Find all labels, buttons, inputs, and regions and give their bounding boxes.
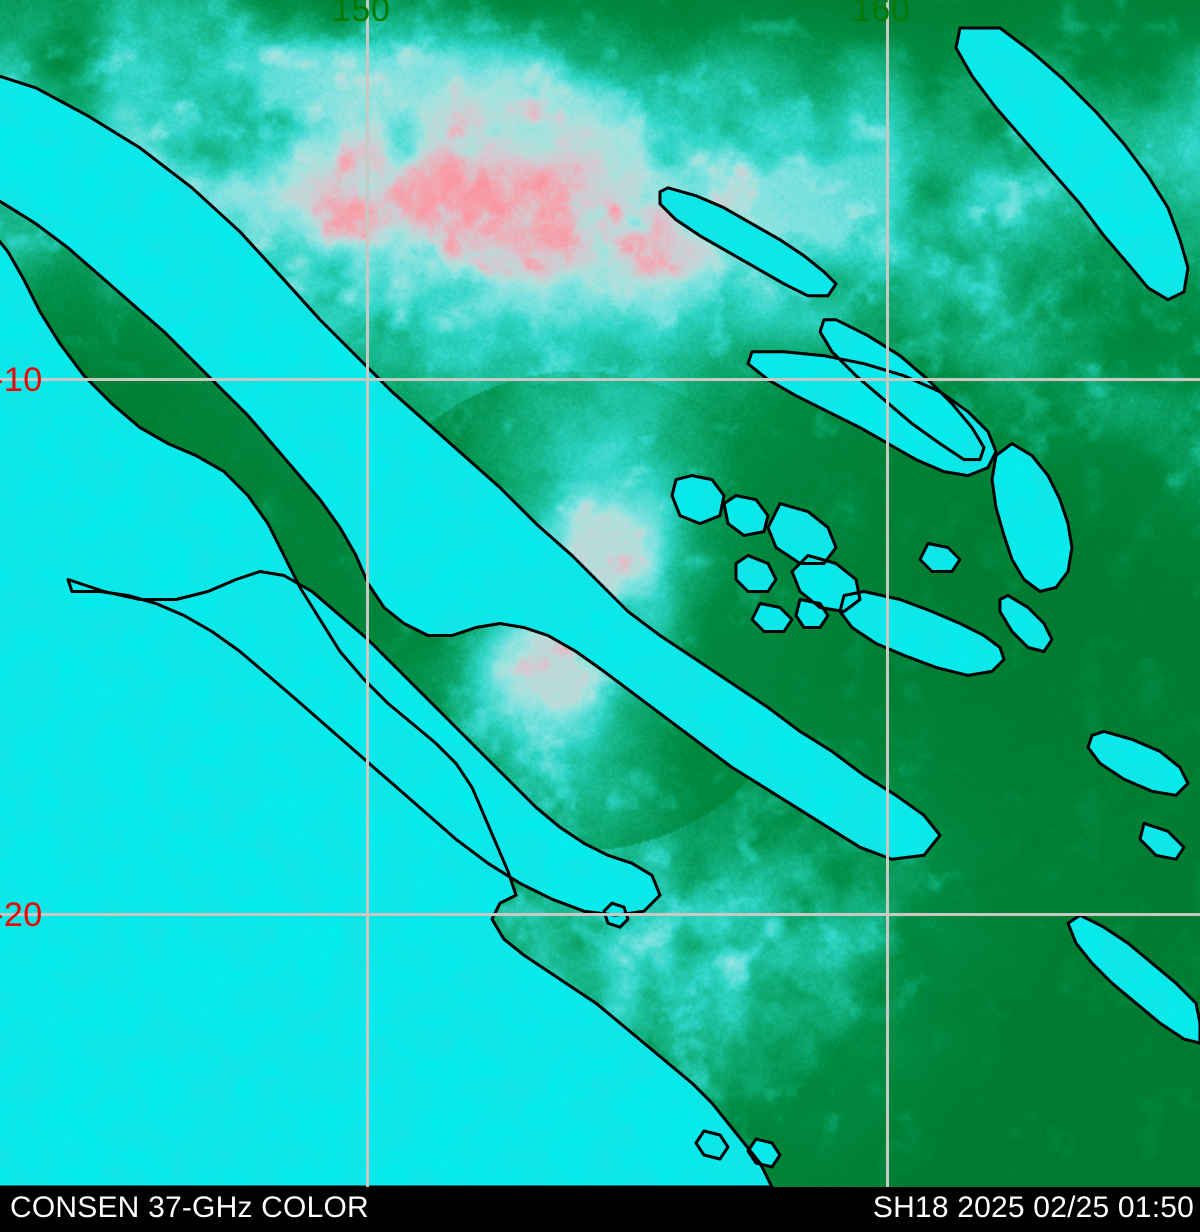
coastline-isle-b: [746, 1137, 782, 1169]
coastline-guadalcanal: [838, 590, 1006, 677]
latitude-label-minus10: -10: [0, 361, 43, 399]
coastline-new-ireland: [954, 26, 1190, 302]
caption-bar: CONSEN 37-GHz COLOR SH18 2025 02/25 01:5…: [0, 1187, 1200, 1232]
coastline-sol-b: [722, 494, 770, 537]
coastline-sol-c: [766, 502, 838, 565]
coastline-sol-a: [670, 474, 726, 526]
coastline-sol-d: [790, 554, 862, 613]
coastline-australia: [0, 239, 774, 1187]
coastline-qld-isle: [602, 901, 630, 929]
coastline-vanuatu-s: [1138, 821, 1186, 861]
longitude-label-150: 150: [332, 0, 391, 29]
coastline-sol-e: [734, 554, 778, 593]
coastline-bougainville: [658, 186, 838, 298]
gridline-lat-10: [0, 378, 1200, 381]
gridline-lat-20: [0, 913, 1200, 916]
coastline-png-main: [0, 74, 942, 861]
coastline-malaita: [990, 442, 1074, 593]
coastline-new-caledonia: [1066, 913, 1200, 1045]
product-caption: CONSEN 37-GHz COLOR: [10, 1191, 369, 1224]
longitude-label-160: 160: [852, 0, 911, 29]
satellite-image-viewport: 150 160 -10 -20: [0, 0, 1200, 1187]
coastline-isle-a: [694, 1129, 730, 1161]
coastline-png-south: [66, 570, 662, 917]
coastline-sol-f: [750, 602, 794, 633]
coastline-paths: [0, 26, 1200, 1187]
gridline-lon-160: [886, 0, 889, 1187]
coastline-makira: [998, 594, 1054, 653]
coastline-sol-h: [918, 542, 962, 573]
coastline-sol-g: [794, 598, 830, 629]
gridline-lon-150: [366, 0, 369, 1187]
coastline-santa-isabel: [818, 318, 986, 462]
latitude-label-minus20: -20: [0, 896, 43, 934]
coastline-overlay: [0, 26, 1200, 1187]
coastline-vanuatu-n: [1086, 729, 1190, 797]
storm-timestamp-caption: SH18 2025 02/25 01:50: [872, 1191, 1194, 1224]
